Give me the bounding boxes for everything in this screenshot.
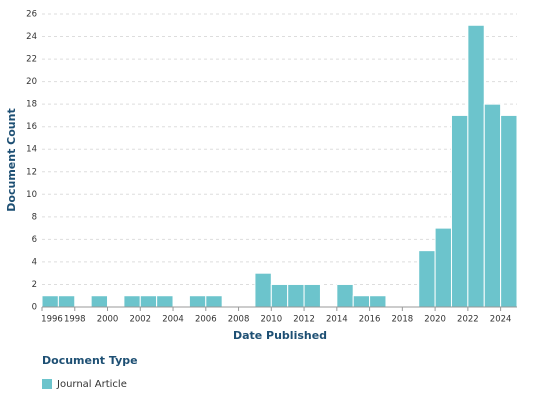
y-tick-label: 24 [26,32,37,42]
y-tick-label: 8 [32,212,37,222]
bar [483,103,502,308]
bar [205,295,223,308]
bar [188,295,207,308]
bar [450,114,469,308]
y-tick-label: 22 [26,55,37,65]
y-tick-label: 20 [26,77,37,87]
bar [352,295,371,308]
x-tick-label: 2024 [490,315,512,325]
x-tick-label: 2018 [392,315,414,325]
bar [500,114,518,308]
bar [254,272,272,308]
x-axis-title: Date Published [233,329,327,342]
x-tick-label: 2014 [326,315,348,325]
y-tick-label: 26 [26,10,37,20]
bar [270,283,289,308]
x-tick-label: 2020 [424,315,446,325]
y-tick-label: 0 [32,303,37,313]
y-tick-label: 10 [26,190,37,200]
x-tick-label: 2016 [359,315,381,325]
bar [303,283,321,308]
legend-label: Journal Article [56,379,127,390]
x-tick-label: 2022 [457,315,479,325]
bar [467,24,485,308]
bar [418,250,436,308]
y-tick-label: 16 [26,122,37,132]
x-tick-label: 1996 [41,315,63,325]
y-tick-label: 18 [26,100,37,110]
y-tick-label: 14 [26,145,37,155]
x-tick-label: 2002 [129,315,151,325]
x-tick-label: 2006 [195,315,217,325]
bar [90,295,109,308]
bar [156,295,174,308]
bar [123,295,141,308]
y-tick-label: 12 [26,167,37,177]
y-tick-label: 2 [32,280,37,290]
bar [287,283,305,308]
bar [57,295,76,308]
bar [434,227,452,308]
x-tick-label: 1998 [64,315,86,325]
x-tick-label: 2008 [228,315,250,325]
x-tick-label: 2000 [97,315,119,325]
bar [41,295,59,308]
bar [139,295,158,308]
legend-title: Document Type [42,354,138,367]
x-tick-label: 2010 [260,315,282,325]
bar [336,283,354,308]
bar [369,295,387,308]
y-axis-title: Document Count [5,108,18,211]
legend-swatch [42,379,52,389]
x-tick-label: 2004 [162,315,184,325]
y-tick-label: 4 [32,257,37,267]
y-tick-label: 6 [32,235,37,245]
x-tick-label: 2012 [293,315,315,325]
